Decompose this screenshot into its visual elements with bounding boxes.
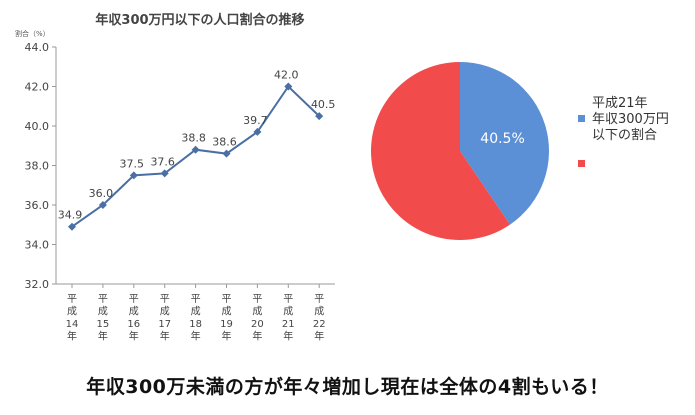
y-tick-label: 42.0	[25, 81, 50, 94]
data-point	[284, 82, 293, 91]
x-tick-label: 平成 14 年	[66, 294, 79, 343]
data-label: 36.0	[89, 187, 114, 200]
data-point	[253, 127, 262, 136]
data-label: 42.0	[274, 69, 299, 82]
data-label: 37.6	[150, 155, 175, 168]
y-tick-label: 40.0	[25, 120, 50, 133]
pie-chart: 40.5%	[371, 62, 585, 240]
x-tick-label: 平成 15 年	[97, 294, 110, 343]
data-point	[191, 145, 200, 154]
line-chart: 32.0 34.0 36.0 38.0 40.0 42.0 44.0 平成 14 年 平成 15 年 平成…	[25, 41, 336, 343]
pie-slice	[460, 62, 549, 225]
line-chart-title: 年収300万円以下の人口割合の推移	[95, 12, 304, 28]
pie-slice-label: 40.5%	[480, 131, 524, 147]
data-label: 38.6	[212, 136, 237, 149]
data-point	[315, 112, 324, 121]
x-tick-label: 平成 16 年	[127, 294, 140, 343]
data-point	[222, 149, 231, 158]
data-point	[160, 169, 169, 178]
data-label: 40.5	[311, 98, 336, 111]
data-point	[129, 171, 138, 180]
pie-legend-label: 平成21年 年収300万円 以下の割合	[592, 96, 669, 143]
y-tick-label: 38.0	[25, 160, 50, 173]
data-label: 39.7	[243, 114, 268, 127]
series-line	[71, 84, 320, 228]
pie-slice	[371, 62, 511, 240]
x-tick-label: 平成 18 年	[189, 294, 202, 343]
data-label: 38.8	[181, 132, 206, 145]
data-label: 34.9	[58, 209, 83, 222]
y-tick-label: 44.0	[25, 41, 50, 54]
x-tick-label: 平成 20 年	[251, 294, 264, 343]
x-tick-label: 平成 17 年	[158, 294, 171, 343]
legend-swatch	[578, 115, 585, 122]
x-tick-label: 平成 21 年	[282, 294, 295, 343]
data-point	[98, 201, 107, 209]
y-tick-label: 36.0	[25, 199, 50, 212]
page-caption: 年収300万未満の方が年々増加し現在は全体の4割もいる！	[86, 376, 609, 398]
y-tick-label: 32.0	[25, 278, 50, 291]
data-point	[68, 222, 76, 231]
x-tick-label: 平成 19 年	[220, 294, 233, 343]
legend-swatch	[578, 160, 585, 167]
x-tick-label: 平成 22 年	[313, 294, 326, 343]
y-tick-label: 34.0	[25, 239, 50, 252]
line-chart-ylabel: 割合（%）	[15, 29, 50, 38]
data-label: 37.5	[120, 157, 145, 170]
